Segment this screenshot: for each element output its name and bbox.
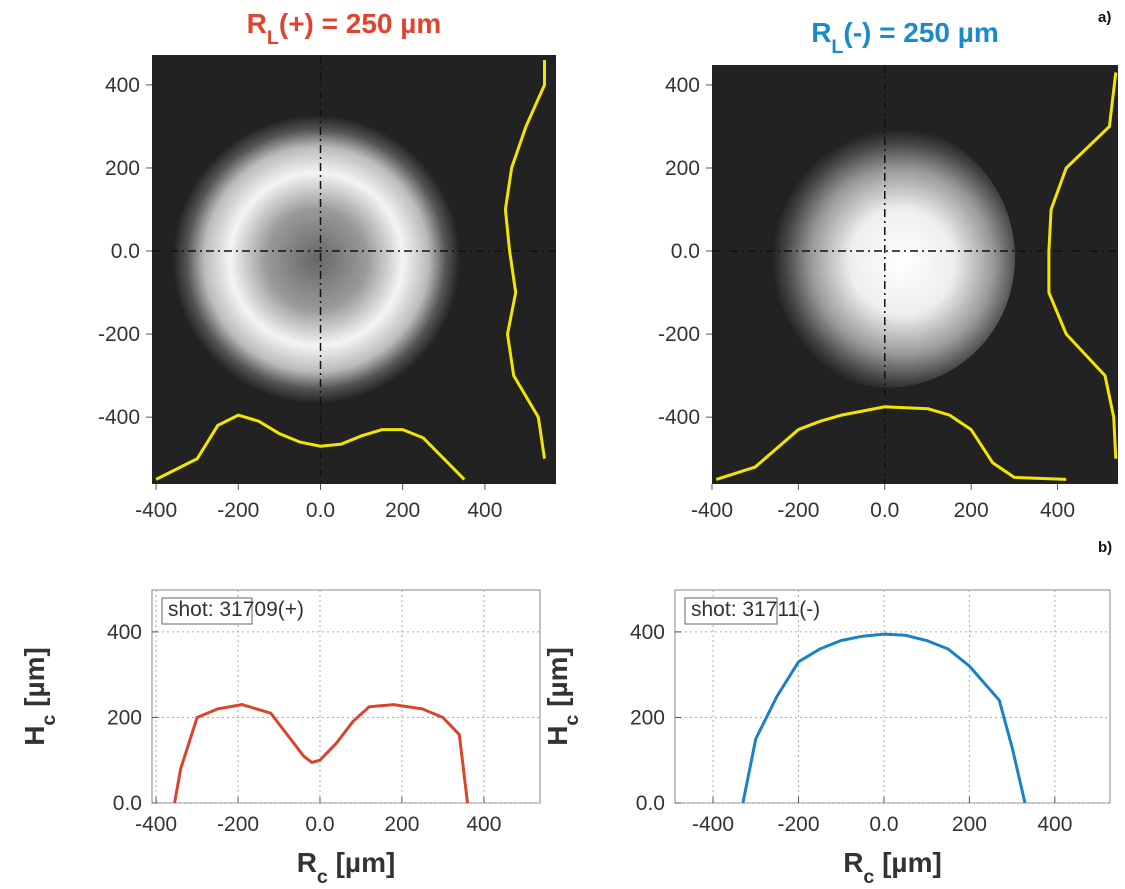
x-tick-label: 400 [1040, 499, 1075, 522]
profile-line [741, 632, 1027, 804]
x-axis-label: Rc [µm] [843, 847, 942, 884]
y-tick-label: 400 [630, 621, 665, 644]
x-tick-label: 200 [954, 499, 989, 522]
chart-title-part: L [831, 36, 843, 58]
x-tick-label: 0.0 [305, 813, 334, 836]
x-axis-label-part: R [843, 847, 863, 878]
chart-title-part: R [811, 17, 831, 48]
x-axis-label-part: c [317, 866, 328, 884]
x-tick-label: 400 [1037, 813, 1072, 836]
legend-box [684, 597, 778, 625]
y-tick-label: 0.0 [671, 240, 700, 263]
y-axis-label: Hc [µm] [542, 647, 583, 746]
x-tick-label: 200 [952, 813, 987, 836]
x-axis-label: Rc [µm] [297, 847, 396, 884]
plot-area [674, 589, 1111, 804]
x-tick-label: 0.0 [869, 813, 898, 836]
y-tick-label: 400 [107, 621, 142, 644]
y-tick-label: 0.0 [113, 792, 142, 815]
intensity-map [172, 115, 461, 404]
panel-label: a) [1098, 9, 1111, 26]
legend-text: shot: 31709(+) [168, 598, 304, 621]
legend-box [161, 597, 253, 625]
profile-line [715, 405, 1067, 481]
y-axis-label-part: [µm] [542, 647, 573, 714]
y-axis-label-part: H [19, 726, 50, 746]
y-axis-label-part: c [38, 715, 60, 726]
profile-line [503, 60, 546, 459]
x-tick-label: 400 [467, 499, 502, 522]
y-tick-label: -200 [98, 323, 140, 346]
chart-title: RL(+) = 250 µm [247, 8, 442, 49]
x-tick-label: 200 [385, 499, 420, 522]
x-tick-label: -200 [217, 499, 259, 522]
legend-text: shot: 31711(-) [691, 598, 820, 621]
chart-title-part: R [247, 8, 267, 39]
x-tick-label: -400 [135, 813, 177, 836]
x-tick-label: -400 [691, 499, 733, 522]
y-tick-label: 200 [630, 706, 665, 729]
x-axis-label-part: [µm] [328, 847, 395, 878]
x-tick-label: -200 [777, 499, 819, 522]
y-axis-label: Hc [µm] [19, 647, 60, 746]
chart-title-part: L [267, 27, 279, 49]
chart-title-part: (+) = 250 µm [279, 8, 441, 39]
x-axis-label-part: [µm] [874, 847, 941, 878]
y-axis-label-part: c [561, 715, 583, 726]
x-tick-label: 0.0 [870, 499, 899, 522]
y-tick-label: 200 [105, 157, 140, 180]
y-tick-label: 0.0 [111, 240, 140, 263]
x-tick-label: 200 [384, 813, 419, 836]
chart-title-part: (-) = 250 µm [843, 17, 998, 48]
x-tick-label: -200 [217, 813, 259, 836]
plot-area [151, 589, 541, 804]
y-tick-label: -400 [98, 406, 140, 429]
y-axis-label-part: [µm] [19, 647, 50, 714]
profile-line [1047, 72, 1118, 459]
x-tick-label: 0.0 [306, 499, 335, 522]
y-tick-label: 400 [665, 74, 700, 97]
y-axis-label-part: H [542, 726, 573, 746]
y-tick-label: 200 [107, 706, 142, 729]
x-tick-label: -200 [777, 813, 819, 836]
profile-line [173, 703, 469, 804]
chart-title: RL(-) = 250 µm [811, 17, 999, 58]
y-tick-label: -400 [658, 406, 700, 429]
x-tick-label: -400 [135, 499, 177, 522]
y-tick-label: -200 [658, 323, 700, 346]
panel-label: b) [1098, 539, 1112, 556]
y-tick-label: 0.0 [636, 792, 665, 815]
x-tick-label: 400 [466, 813, 501, 836]
y-tick-label: 400 [105, 74, 140, 97]
intensity-map [754, 122, 1015, 388]
x-axis-label-part: c [863, 866, 874, 884]
profile-line [155, 413, 466, 481]
y-tick-label: 200 [665, 157, 700, 180]
x-tick-label: -400 [692, 813, 734, 836]
x-axis-label-part: R [297, 847, 317, 878]
